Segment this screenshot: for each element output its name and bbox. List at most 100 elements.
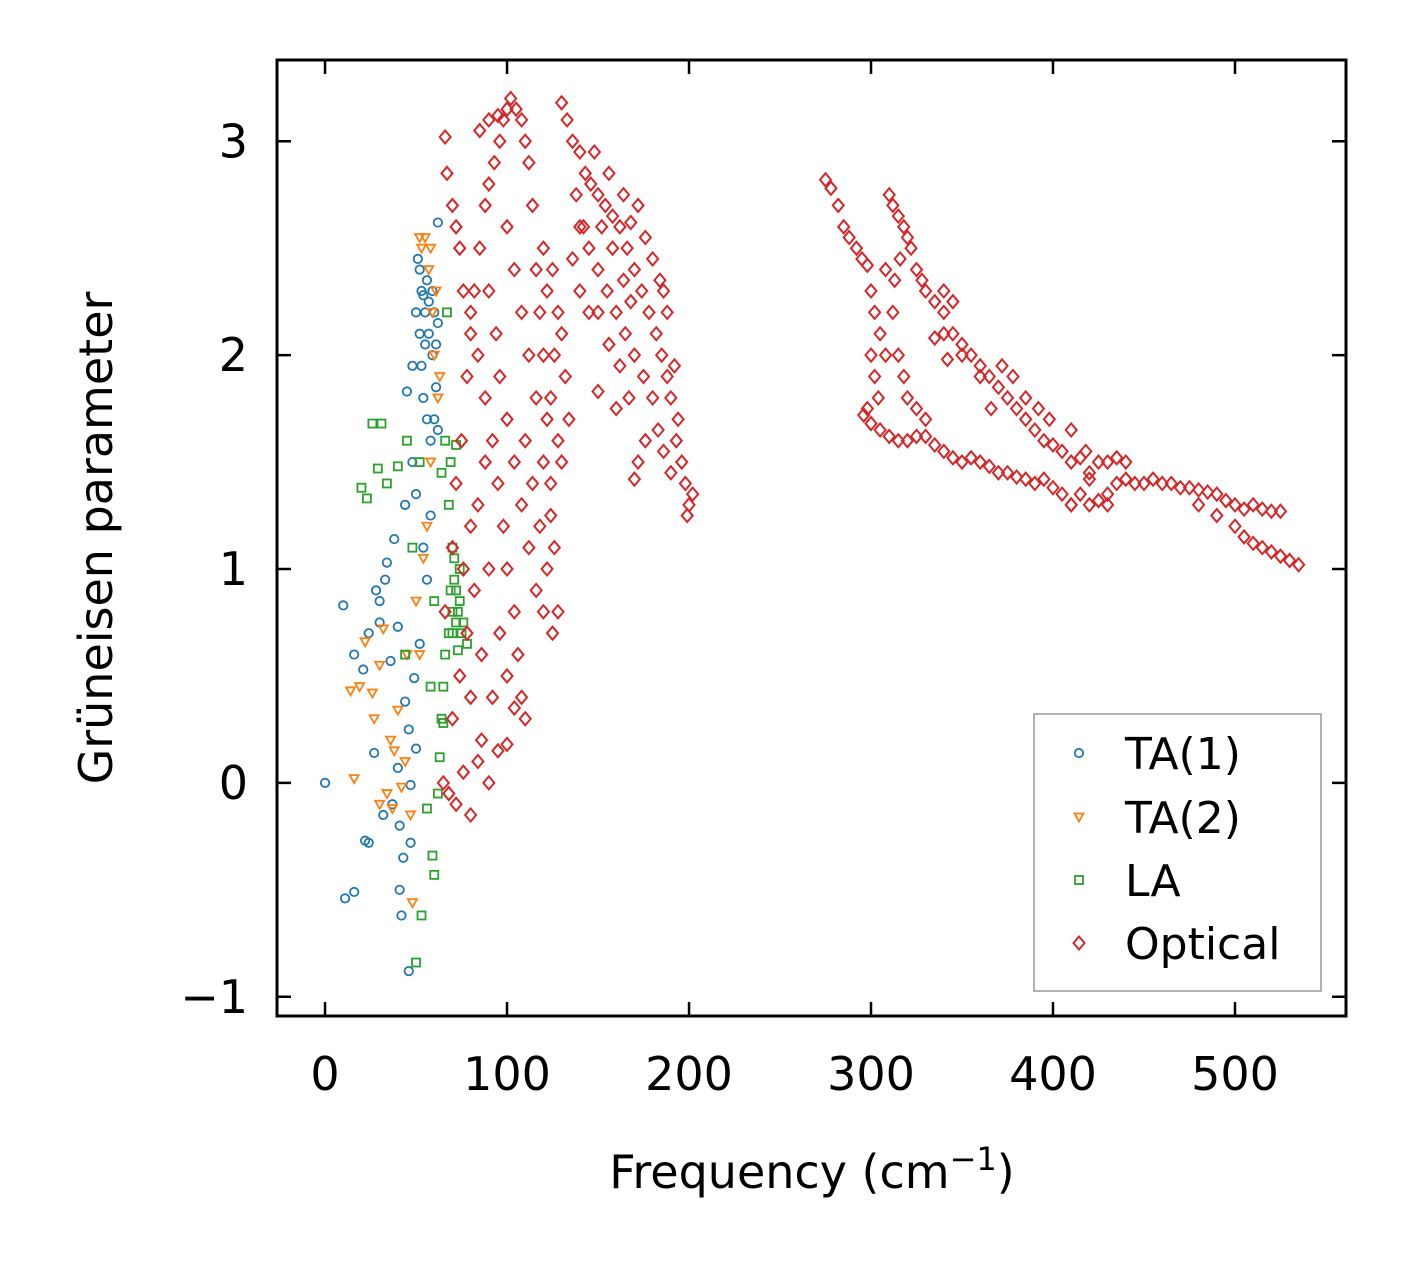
- data-point: [407, 360, 418, 371]
- data-point: [405, 837, 416, 848]
- data-point: [463, 689, 478, 706]
- legend-entry: Optical: [1072, 919, 1280, 970]
- data-point: [356, 482, 367, 493]
- data-point: [514, 304, 529, 321]
- data-point: [422, 803, 432, 814]
- data-point: [463, 806, 478, 824]
- data-point: [946, 293, 960, 310]
- data-point: [472, 240, 487, 257]
- data-point: [449, 574, 460, 585]
- legend-label: TA(2): [1124, 793, 1241, 844]
- data-point: [385, 655, 396, 667]
- data-point: [423, 296, 434, 307]
- data-point: [348, 774, 361, 785]
- data-point: [441, 785, 456, 802]
- data-point: [1209, 507, 1224, 524]
- series-ta-1-: [319, 217, 443, 977]
- data-point: [482, 282, 496, 300]
- data-point: [492, 625, 507, 642]
- data-point: [1282, 552, 1297, 569]
- data-point: [609, 400, 624, 417]
- data-point: [500, 736, 514, 753]
- data-point: [374, 595, 385, 607]
- data-point: [445, 539, 460, 556]
- data-point: [500, 411, 514, 428]
- data-point: [649, 325, 664, 342]
- data-point: [656, 443, 671, 460]
- data-point: [909, 428, 924, 445]
- data-point: [1027, 475, 1042, 492]
- data-point: [927, 436, 942, 454]
- data-point: [403, 965, 414, 977]
- data-point: [518, 432, 533, 449]
- data-point: [409, 672, 420, 684]
- data-point: [671, 411, 685, 428]
- data-point: [429, 869, 440, 880]
- data-point: [1246, 535, 1260, 552]
- data-point: [410, 596, 423, 608]
- data-point: [594, 218, 609, 235]
- data-point: [418, 392, 429, 404]
- data-point: [478, 454, 493, 471]
- data-point: [1018, 389, 1033, 406]
- data-point: [982, 368, 997, 385]
- data-point: [353, 682, 366, 693]
- data-point: [887, 272, 902, 289]
- data-point: [518, 710, 533, 727]
- data-point: [554, 325, 569, 342]
- data-point: [664, 464, 678, 481]
- data-point: [454, 432, 469, 449]
- legend-entry: LA: [1074, 856, 1181, 907]
- legend-label: LA: [1125, 856, 1181, 907]
- data-point: [1046, 436, 1060, 454]
- data-point: [878, 347, 893, 364]
- data-point: [1200, 483, 1215, 501]
- data-point: [421, 275, 433, 286]
- data-point: [433, 372, 446, 383]
- data-point: [991, 379, 1006, 396]
- data-point: [871, 389, 886, 406]
- data-point: [631, 454, 645, 471]
- data-point: [605, 208, 620, 225]
- data-point: [955, 347, 969, 364]
- data-point: [451, 585, 461, 596]
- data-point: [1082, 464, 1097, 481]
- data-point: [946, 449, 960, 466]
- data-point: [514, 689, 529, 706]
- data-point: [440, 649, 451, 660]
- data-point: [401, 386, 413, 397]
- data-point: [467, 582, 482, 599]
- data-point: [545, 625, 560, 642]
- data-point: [425, 435, 436, 446]
- data-point: [370, 585, 382, 596]
- data-point: [598, 197, 613, 214]
- data-point: [463, 325, 478, 342]
- data-point: [654, 347, 669, 364]
- data-point: [426, 307, 439, 319]
- data-point: [449, 475, 463, 492]
- data-point: [1182, 479, 1197, 496]
- data-point: [543, 475, 558, 492]
- data-point: [1246, 496, 1260, 513]
- data-point: [1046, 479, 1060, 496]
- data-point: [447, 542, 458, 553]
- legend-marker-square: [1074, 875, 1084, 885]
- x-tick-label: 200: [645, 1047, 733, 1101]
- data-point: [860, 257, 875, 274]
- legend-marker-triangle-down: [1072, 812, 1086, 824]
- data-point: [623, 214, 638, 231]
- data-point: [860, 400, 875, 417]
- data-point: [1128, 475, 1142, 492]
- data-point: [376, 418, 387, 429]
- legend-label: TA(1): [1124, 729, 1241, 780]
- legend: TA(1) TA(2) LA Optical: [1033, 713, 1322, 992]
- legend-marker-circle: [1073, 747, 1085, 759]
- data-point: [362, 493, 372, 504]
- data-point: [940, 351, 955, 368]
- data-point: [386, 804, 399, 815]
- data-point: [452, 667, 467, 684]
- data-point: [918, 411, 933, 428]
- data-point: [540, 560, 554, 578]
- data-point: [400, 649, 411, 660]
- data-point: [1064, 454, 1079, 471]
